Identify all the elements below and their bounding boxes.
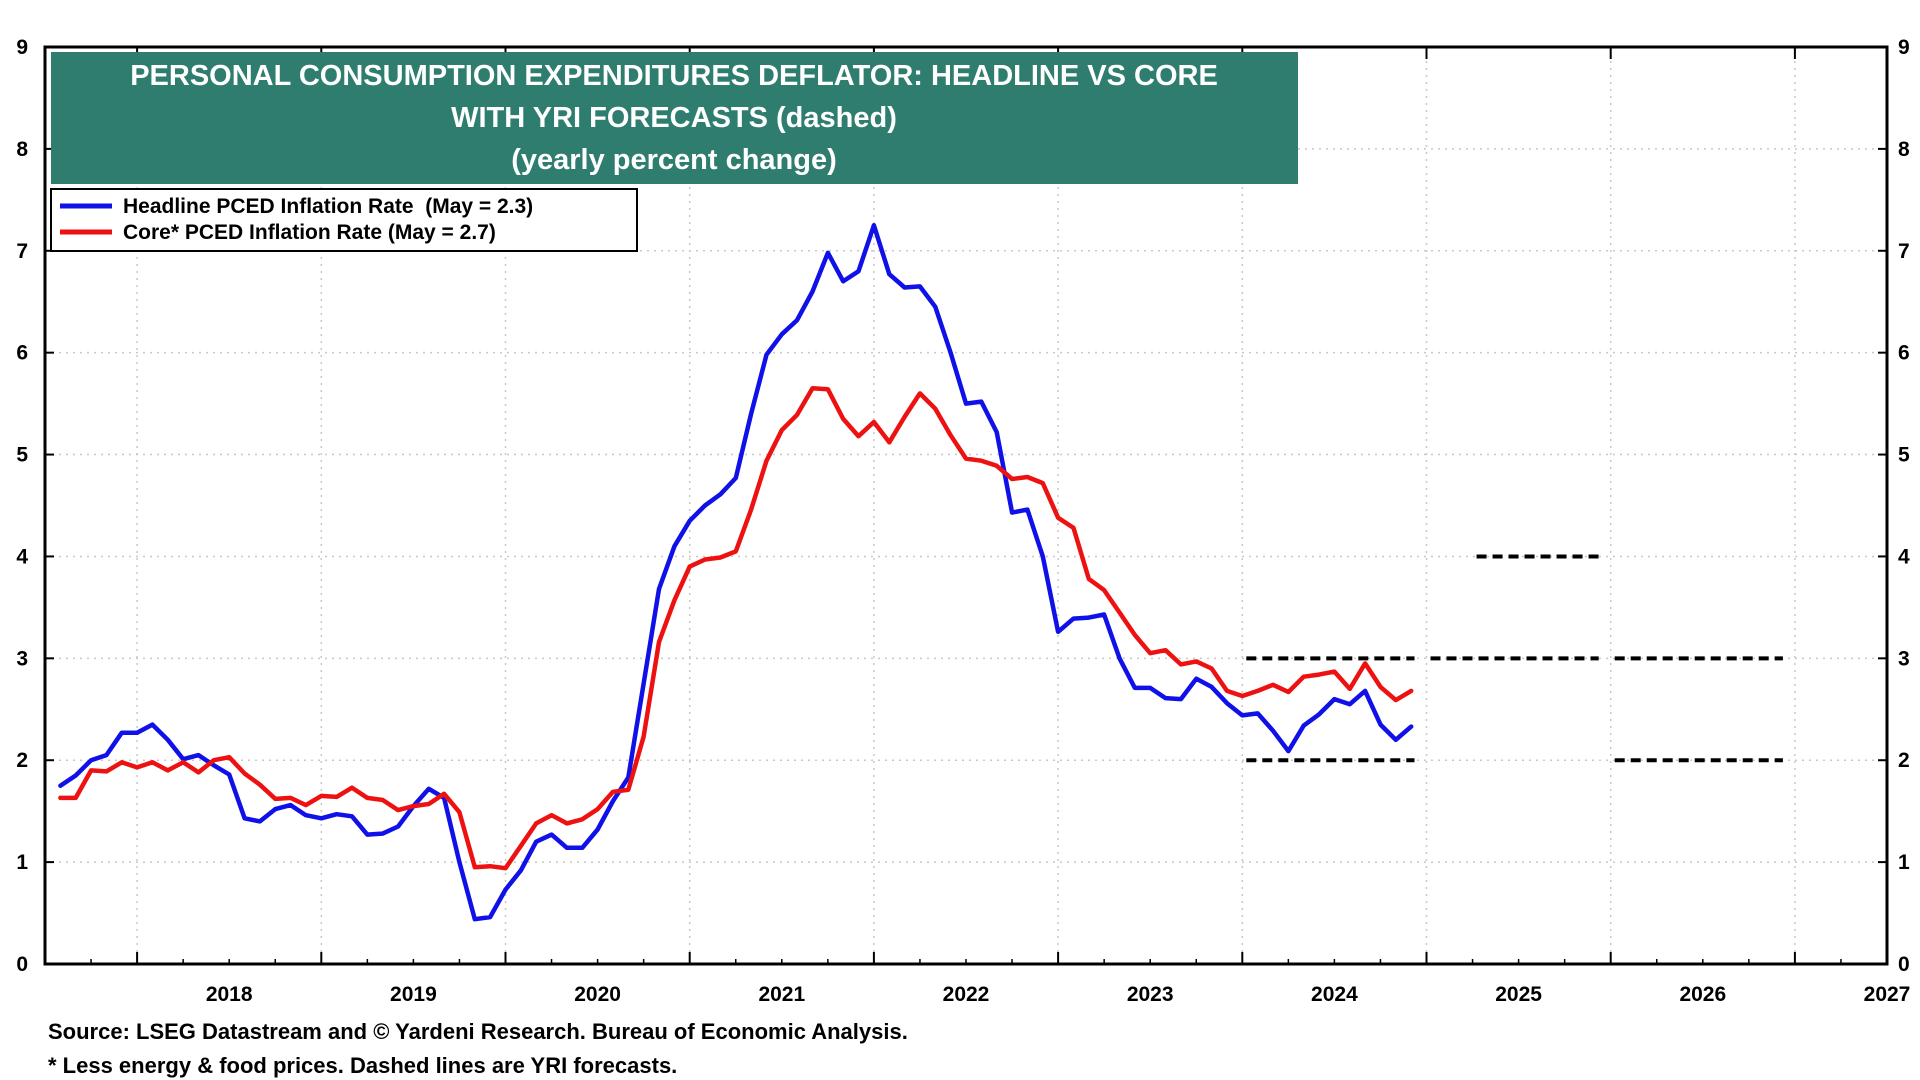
y-tick-label-left: 2 bbox=[16, 749, 28, 772]
y-tick-label-right: 0 bbox=[1898, 953, 1910, 976]
y-tick-label-left: 4 bbox=[16, 545, 28, 568]
x-tick-label: 2027 bbox=[1864, 983, 1911, 1006]
title-box: PERSONAL CONSUMPTION EXPENDITURES DEFLAT… bbox=[51, 52, 1298, 184]
title-line-1: PERSONAL CONSUMPTION EXPENDITURES DEFLAT… bbox=[130, 60, 1218, 92]
y-tick-label-right: 1 bbox=[1898, 851, 1910, 874]
grid-lines bbox=[45, 47, 1887, 964]
core-series-line bbox=[58, 386, 1414, 871]
y-tick-label-right: 2 bbox=[1898, 749, 1910, 772]
title-background bbox=[51, 52, 1298, 184]
x-tick-label: 2025 bbox=[1495, 983, 1542, 1006]
headline-series-line bbox=[58, 223, 1414, 922]
y-tick-label-right: 8 bbox=[1898, 138, 1910, 161]
title-line-3: (yearly percent change) bbox=[511, 144, 837, 176]
plot-frame bbox=[43, 45, 1889, 966]
series-lines bbox=[58, 223, 1414, 922]
y-tick-label-right: 9 bbox=[1898, 36, 1910, 59]
y-tick-label-left: 8 bbox=[16, 138, 28, 161]
y-tick-label-right: 5 bbox=[1898, 444, 1910, 467]
y-tick-label-left: 0 bbox=[16, 953, 28, 976]
x-tick-label: 2019 bbox=[390, 983, 437, 1006]
x-tick-label: 2020 bbox=[574, 983, 621, 1006]
y-tick-label-right: 7 bbox=[1898, 240, 1910, 263]
legend: Headline PCED Inflation Rate (May = 2.3)… bbox=[50, 188, 638, 252]
x-tick-label: 2024 bbox=[1311, 983, 1358, 1006]
axes: 0 0 1 1 2 2 3 3 4 4 5 5 6 6 7 7 8 8 9 9 2018 2019 2020 2021 2022… bbox=[16, 36, 1910, 1006]
legend-label-core: Core* PCED Inflation Rate (May = 2.7) bbox=[123, 221, 496, 244]
y-tick-label-left: 5 bbox=[16, 444, 28, 467]
y-tick-label-left: 6 bbox=[16, 342, 28, 365]
y-tick-label-left: 9 bbox=[16, 36, 28, 59]
y-tick-label-left: 7 bbox=[16, 240, 28, 263]
y-tick-label-left: 3 bbox=[16, 647, 28, 670]
footnote: * Less energy & food prices. Dashed line… bbox=[48, 1053, 678, 1078]
x-tick-label: 2021 bbox=[758, 983, 805, 1006]
title-line-2: WITH YRI FORECASTS (dashed) bbox=[451, 102, 897, 134]
y-tick-label-right: 6 bbox=[1898, 342, 1910, 365]
y-tick-label-right: 3 bbox=[1898, 647, 1910, 670]
source-note: Source: LSEG Datastream and © Yardeni Re… bbox=[48, 1019, 908, 1044]
forecast-lines bbox=[1246, 554, 1783, 763]
x-tick-label: 2023 bbox=[1127, 983, 1174, 1006]
legend-box bbox=[50, 188, 638, 252]
y-tick-label-right: 4 bbox=[1898, 545, 1910, 568]
x-tick-label: 2022 bbox=[943, 983, 990, 1006]
x-tick-label: 2018 bbox=[206, 983, 253, 1006]
x-tick-label: 2026 bbox=[1679, 983, 1726, 1006]
y-tick-label-left: 1 bbox=[16, 851, 28, 874]
legend-label-headline: Headline PCED Inflation Rate (May = 2.3) bbox=[123, 195, 533, 218]
